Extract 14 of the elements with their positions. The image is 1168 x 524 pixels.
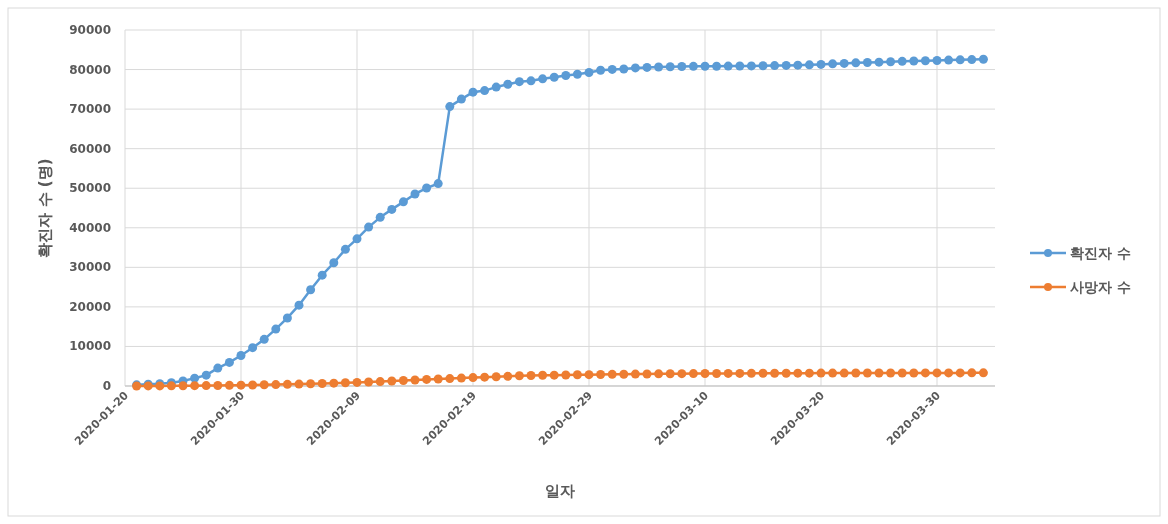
y-tick-label: 80000 [69,62,111,77]
legend-label: 사망자 수 [1070,279,1131,295]
x-axis-title: 일자 [545,482,575,500]
y-tick-label: 20000 [69,299,111,314]
y-tick-label: 30000 [69,260,111,275]
y-tick-label: 60000 [69,141,111,156]
y-tick-label: 10000 [69,339,111,354]
y-axis-title: 확진자 수 (명) [36,158,54,258]
y-tick-label: 0 [102,379,111,393]
legend-label: 확진자 수 [1070,245,1131,261]
y-tick-label: 40000 [69,220,111,235]
y-tick-label: 70000 [69,102,111,117]
y-tick-label: 90000 [69,23,111,37]
y-tick-label: 50000 [69,181,111,196]
